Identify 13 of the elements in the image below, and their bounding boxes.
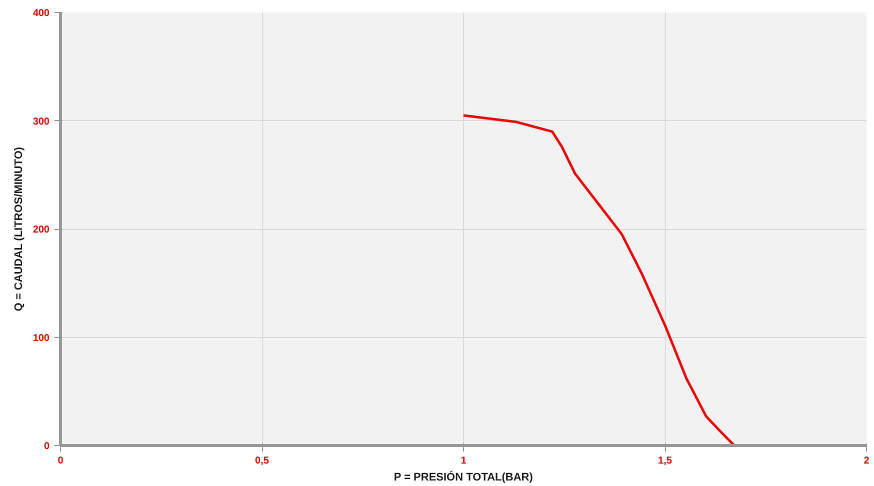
x-tick-label: 0 — [58, 456, 64, 466]
x-tick-label: 0,5 — [255, 456, 270, 466]
x-tick-label: 1 — [460, 456, 467, 466]
y-tick-label: 0 — [44, 441, 50, 452]
x-tick-label: 1,5 — [658, 456, 672, 466]
y-tick-label: 100 — [32, 332, 50, 344]
y-tick-label: 400 — [32, 8, 50, 19]
y-tick-label: 300 — [32, 116, 50, 128]
y-tick-label: 200 — [32, 224, 50, 236]
x-axis-title: P = PRESIÓN TOTAL(BAR) — [394, 470, 534, 484]
line-series — [462, 114, 736, 446]
y-axis-title: Q = CAUDAL (LITROS/MINUTO) — [12, 146, 25, 312]
x-tick-label: 2 — [864, 456, 870, 466]
